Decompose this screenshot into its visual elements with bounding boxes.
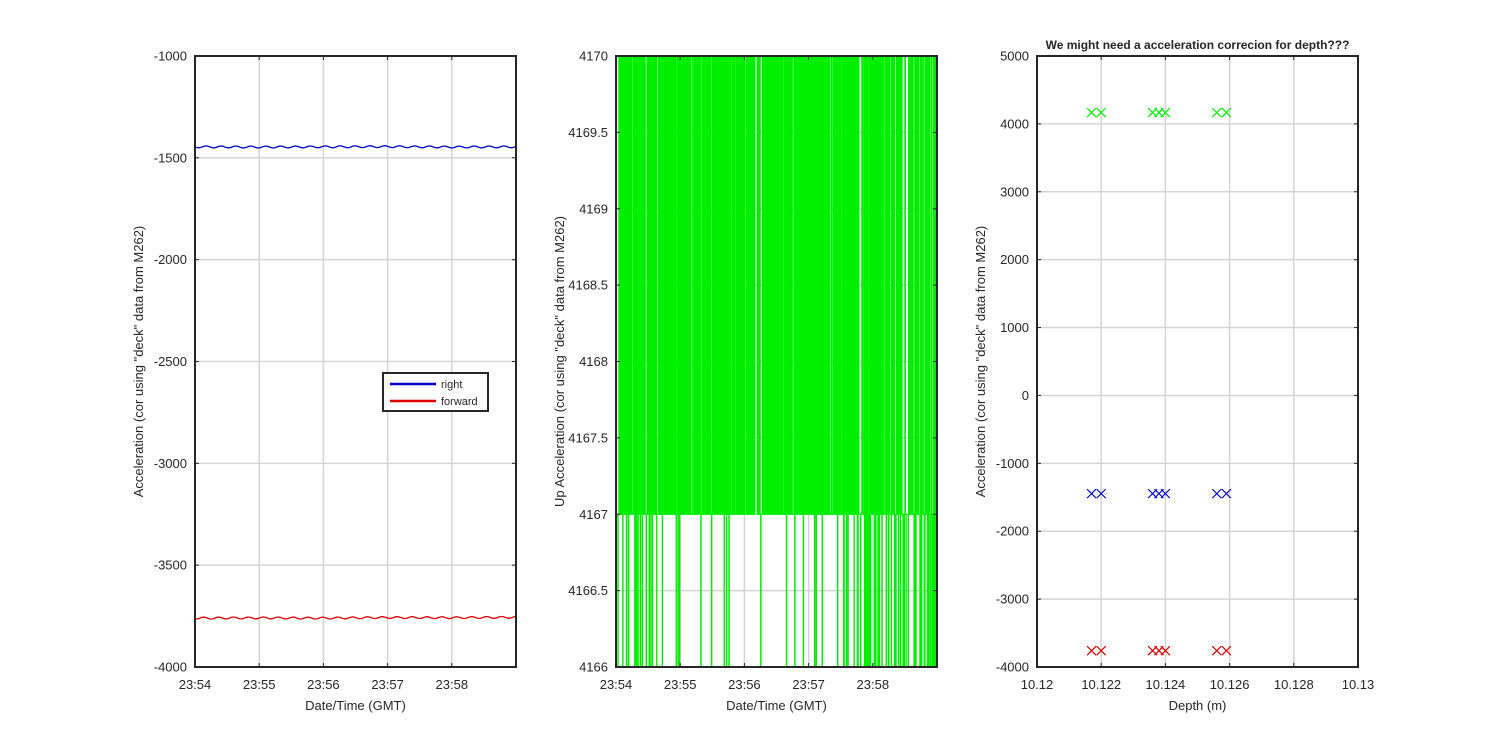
y-tick-label: -1500 [154, 150, 187, 165]
legend: right forward [382, 372, 489, 412]
y-axis-label-left: Acceleration (cor using "deck" data from… [131, 226, 146, 498]
x-tick-label: 10.124 [1146, 677, 1186, 692]
y-tick-label: -3500 [154, 558, 187, 573]
y-tick-label: 4170 [579, 49, 608, 64]
scatter-marker [1211, 488, 1222, 499]
y-tick-label: -1000 [996, 456, 1029, 471]
y-tick-label: -2500 [154, 354, 187, 369]
y-tick-label: 4168.5 [568, 278, 608, 293]
y-tick-label: 0 [1022, 388, 1029, 403]
x-tick-label: 10.12 [1021, 677, 1054, 692]
x-tick-label: 23:55 [664, 677, 697, 692]
y-tick-label: -4000 [996, 660, 1029, 675]
y-tick-label: -2000 [154, 252, 187, 267]
panel-right-chart: 10.12 10.122 10.124 10.126 10.128 10.13 5000 40… [973, 38, 1374, 713]
x-tick-label: 23:57 [792, 677, 825, 692]
chart-title-right: We might need a acceleration correcion f… [1046, 38, 1350, 52]
y-tick-label: 5000 [1000, 49, 1029, 64]
scatter-marker [1211, 107, 1222, 118]
scatter-marker [1096, 488, 1107, 499]
y-tick-label: 4166.5 [568, 583, 608, 598]
y-tick-label: 4167 [579, 507, 608, 522]
y-tick-label: -1000 [154, 49, 187, 64]
legend-label-forward: forward [441, 396, 478, 408]
scatter-marker [1160, 107, 1171, 118]
grid-left [194, 55, 516, 668]
y-tick-label: -3000 [154, 456, 187, 471]
y-tick-label: 2000 [1000, 252, 1029, 267]
scatter-marker [1096, 107, 1107, 118]
x-tick-label: 10.122 [1081, 677, 1121, 692]
grid-right [1036, 55, 1359, 668]
x-tick-label: 10.13 [1342, 677, 1375, 692]
legend-label-right: right [441, 379, 462, 391]
y-tick-label: 4169 [579, 201, 608, 216]
y-axis-label-right: Acceleration (cor using "deck" data from… [973, 226, 988, 498]
scatter-marker [1221, 645, 1232, 656]
y-tick-label: 4166 [579, 660, 608, 675]
scatter-marker [1086, 107, 1097, 118]
x-axis-label-right: Depth (m) [1169, 698, 1227, 713]
scatter-marker [1160, 488, 1171, 499]
x-tick-label: 23:58 [857, 677, 890, 692]
y-tick-label: 4000 [1000, 116, 1029, 131]
x-tick-label: 10.126 [1210, 677, 1250, 692]
x-tick-label: 23:55 [243, 677, 276, 692]
y-tick-label: -4000 [154, 660, 187, 675]
plot-area [1037, 56, 1358, 667]
x-tick-label: 10.128 [1274, 677, 1314, 692]
y-tick-label: 4168 [579, 354, 608, 369]
scatter-marker [1211, 645, 1222, 656]
y-tick-label: 1000 [1000, 320, 1029, 335]
ticks-middle: 23:54 23:55 23:56 23:57 23:58 4170 4169.5 4169 4… [568, 49, 937, 692]
axes-frame-right [1036, 55, 1359, 668]
ticks-left: 23:54 23:55 23:56 23:57 23:58 -1000 -1500 -2000… [154, 49, 516, 692]
y-tick-label: -2000 [996, 524, 1029, 539]
x-axis-label-left: Date/Time (GMT) [305, 698, 406, 713]
y-tick-label: 4169.5 [568, 125, 608, 140]
x-tick-label: 23:54 [179, 677, 212, 692]
panel-middle-chart: 23:54 23:55 23:56 23:57 23:58 4170 4169.5 4169 4… [552, 49, 938, 713]
legend-box [382, 372, 489, 412]
ticks-right: 10.12 10.122 10.124 10.126 10.128 10.13 5000 40… [996, 49, 1375, 693]
scatter-marker [1086, 488, 1097, 499]
y-tick-label: 3000 [1000, 184, 1029, 199]
scatter-marker [1160, 645, 1171, 656]
y-tick-label: 4167.5 [568, 430, 608, 445]
scatter-marker [1086, 645, 1097, 656]
x-tick-label: 23:58 [436, 677, 469, 692]
panel-left-chart: 23:54 23:55 23:56 23:57 23:58 -1000 -1500 -2000… [131, 49, 517, 713]
scatter-marker [1096, 645, 1107, 656]
series-line-right [194, 145, 517, 149]
x-tick-label: 23:57 [371, 677, 404, 692]
x-tick-label: 23:56 [728, 677, 761, 692]
y-axis-label-middle: Up Acceleration (cor using "deck" data f… [552, 216, 567, 507]
x-tick-label: 23:56 [307, 677, 340, 692]
scatter-marker [1221, 488, 1232, 499]
series-line-forward [194, 615, 517, 620]
x-tick-label: 23:54 [600, 677, 633, 692]
x-axis-label-middle: Date/Time (GMT) [726, 698, 827, 713]
y-tick-label: -3000 [996, 592, 1029, 607]
series-right [1086, 107, 1232, 656]
scatter-marker [1221, 107, 1232, 118]
series-left [194, 145, 517, 620]
